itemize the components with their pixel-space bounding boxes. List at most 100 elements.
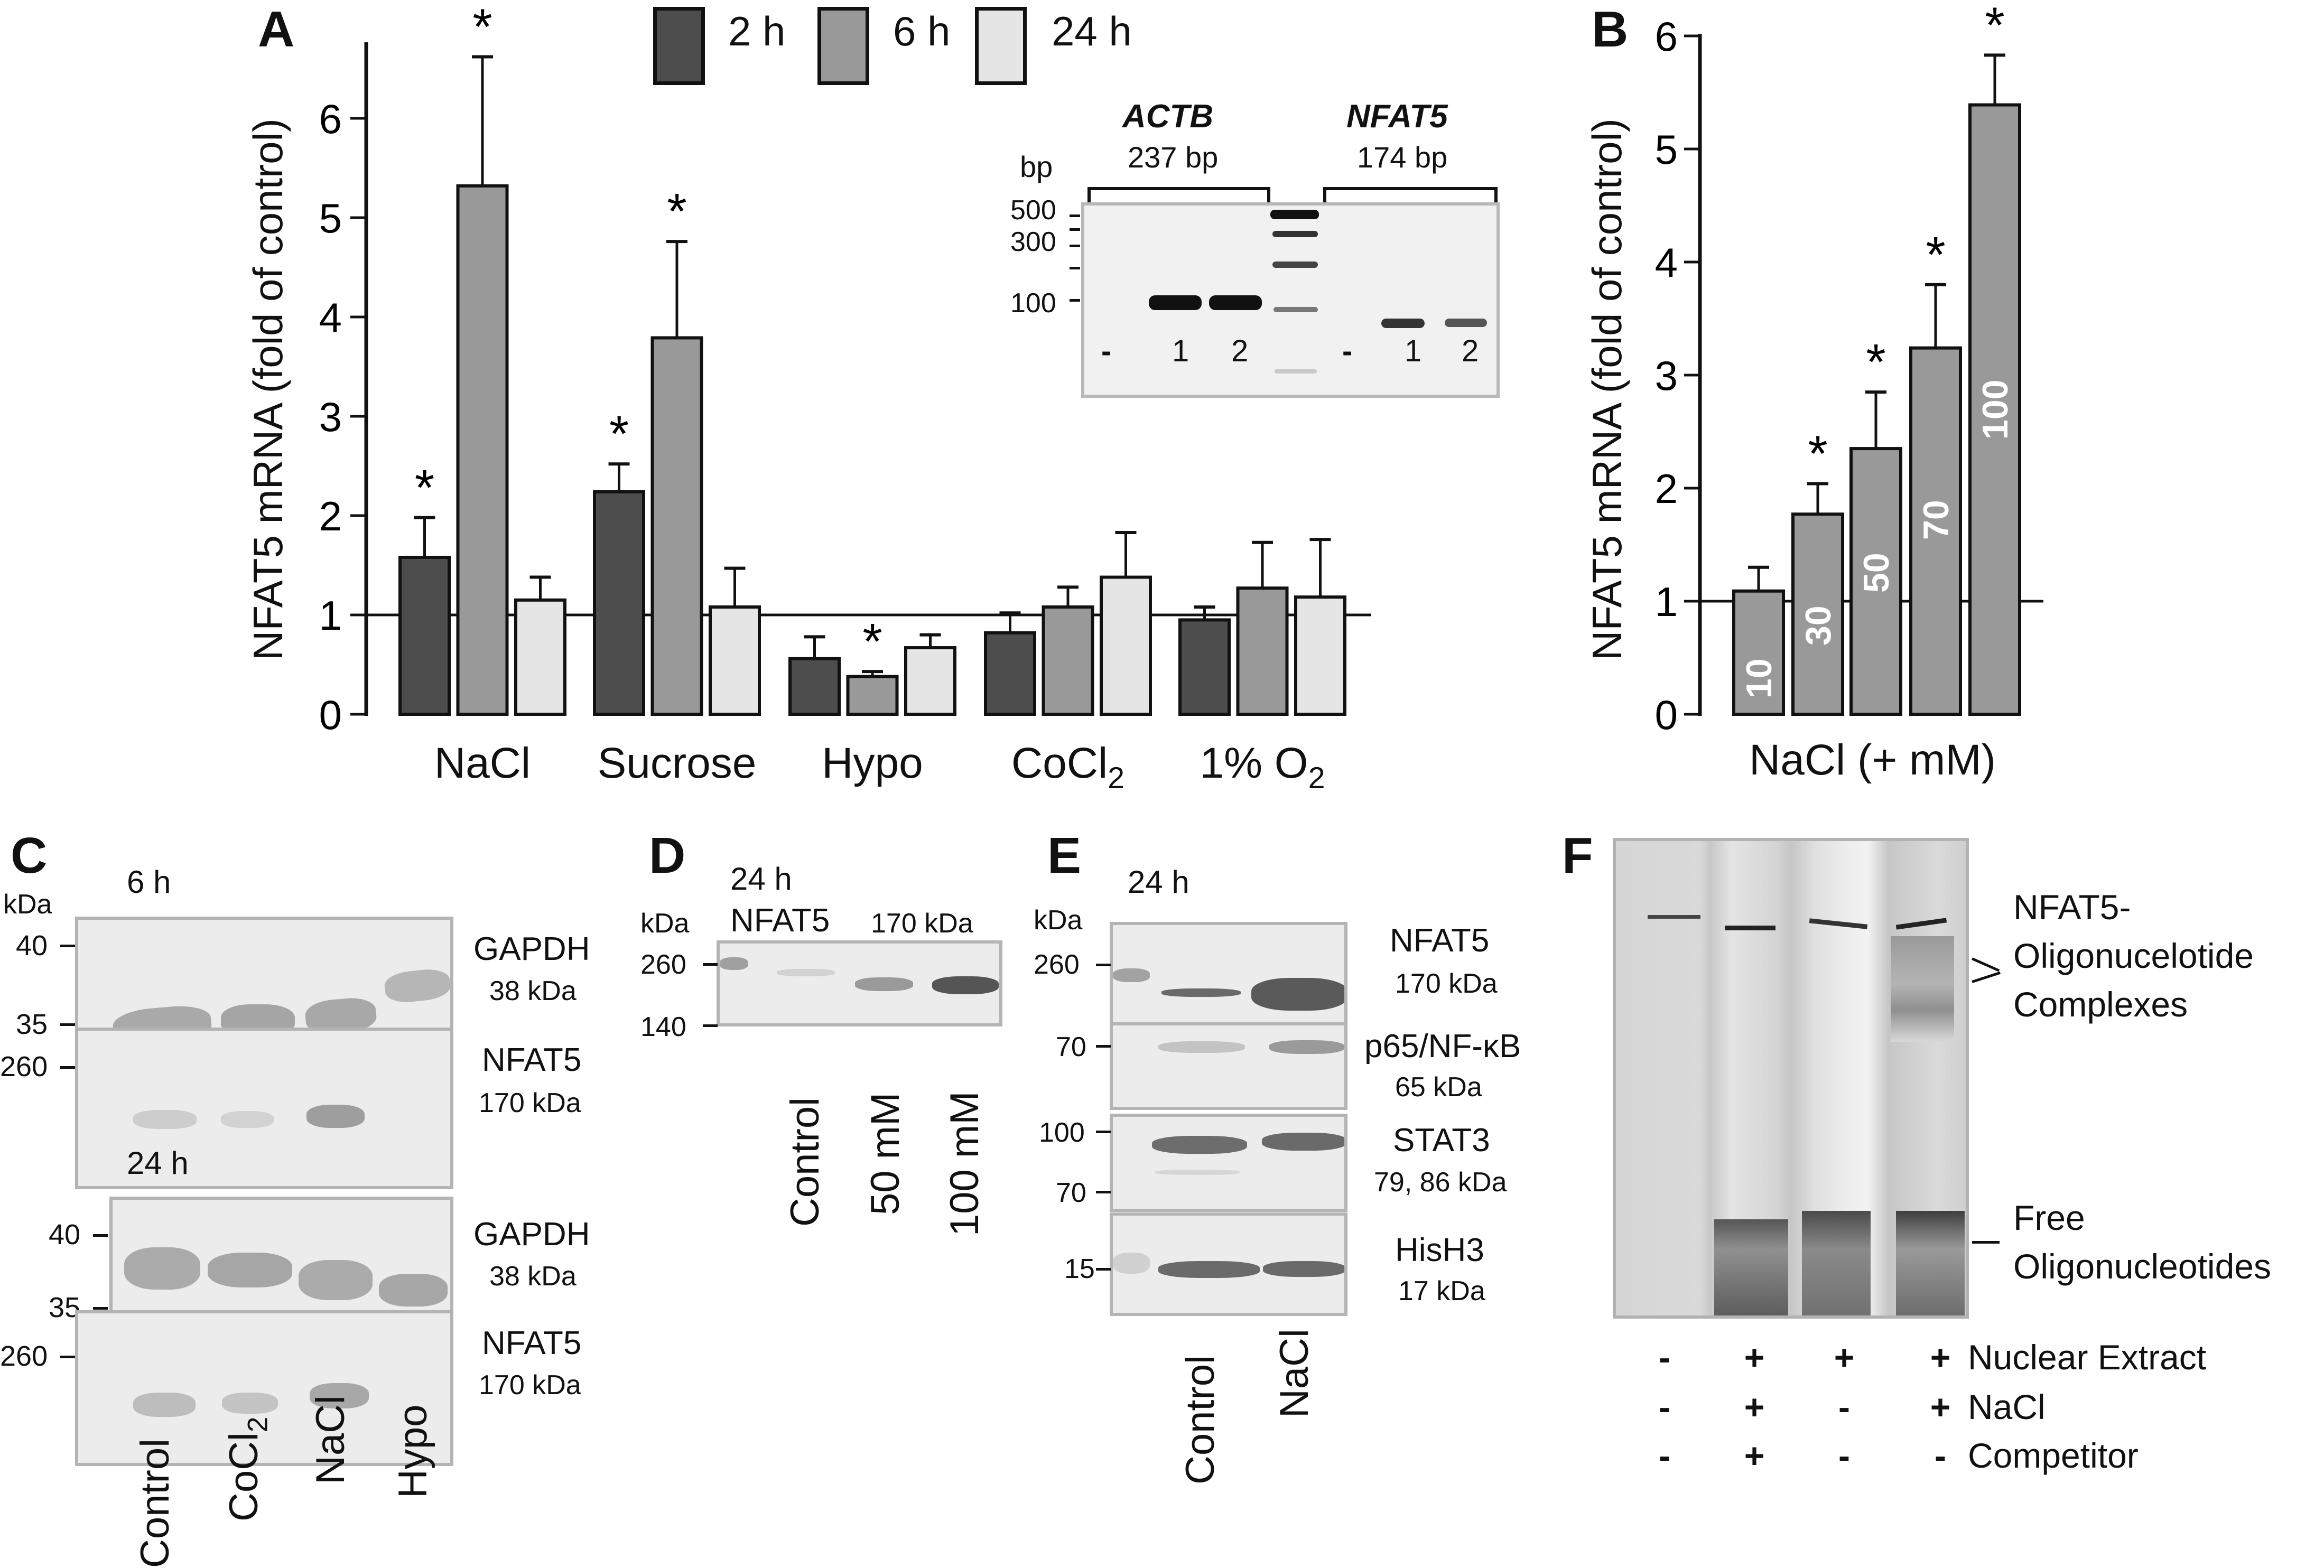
- marker-tick: [1096, 1268, 1111, 1271]
- bar-category-label: 10: [1739, 658, 1779, 698]
- emsa-well-band: [1895, 918, 1947, 930]
- significance-asterisk: *: [1985, 0, 2004, 53]
- complex-label-line1: NFAT5-: [2013, 888, 2131, 927]
- marker-label: 260: [640, 949, 686, 980]
- complex-label-line2: Oligonucelotide: [2013, 936, 2254, 975]
- marker-tick: [93, 1307, 108, 1310]
- blot-protein: STAT3: [1393, 1122, 1490, 1159]
- blot-band: [1161, 988, 1241, 997]
- significance-asterisk: *: [415, 460, 434, 516]
- bar: [788, 657, 841, 716]
- emsa-free-band: [1896, 1211, 1965, 1315]
- condition-sign: -: [1659, 1436, 1670, 1475]
- condition-sign: +: [1744, 1338, 1765, 1377]
- x-category-label: 1% O2: [1178, 742, 1347, 794]
- bar: [1909, 346, 1962, 716]
- marker-tick: [703, 963, 718, 966]
- emsa-well-band: [1809, 918, 1868, 929]
- inset-ladder-300: 300: [1010, 227, 1056, 257]
- panel-d-lane-control: Control: [783, 1097, 828, 1227]
- panel-a-chart: 0 1 2 3 4 5 6 * * * * *: [319, 0, 1371, 738]
- marker-tick: [703, 1024, 718, 1027]
- blot-band: [383, 967, 450, 1005]
- x-category-label: NaCl: [398, 742, 567, 785]
- condition-sign: +: [1930, 1387, 1951, 1426]
- legend-swatch-2h: [653, 7, 705, 85]
- blot-band: [1155, 1170, 1240, 1175]
- marker-label: 40: [49, 1219, 81, 1250]
- marker-label: 260: [1034, 949, 1080, 980]
- bar: [593, 490, 645, 716]
- bar: [514, 598, 566, 716]
- condition-name: NaCl: [1968, 1387, 2046, 1426]
- condition-sign: +: [1834, 1338, 1855, 1377]
- blot-band: [1158, 1041, 1245, 1053]
- bar: [456, 184, 509, 716]
- panel-c-kda: kDa: [3, 889, 52, 920]
- blot-protein: p65/NF-κB: [1364, 1028, 1521, 1065]
- bar: [1732, 589, 1785, 716]
- panel-d-size: 170 kDa: [871, 908, 973, 939]
- complex-bracket-line: [1972, 971, 2001, 983]
- emsa-free-band: [1802, 1211, 1871, 1315]
- panel-e-letter: E: [1047, 827, 1082, 884]
- blot-size: 79, 86 kDa: [1374, 1167, 1507, 1198]
- condition-sign: +: [1744, 1387, 1765, 1426]
- panel-f-letter: F: [1562, 827, 1593, 884]
- inset-gene-nfat5: NFAT5: [1346, 98, 1448, 135]
- inset-lane: 2: [1231, 334, 1249, 368]
- inset-bp-label: bp: [1020, 150, 1053, 183]
- blot-band: [208, 1253, 292, 1287]
- y-tick-label: 1: [319, 592, 342, 639]
- x-label-subscript: 2: [1308, 761, 1325, 796]
- inset-tick: [1070, 245, 1080, 247]
- bar-category-label: 30: [1798, 605, 1838, 646]
- marker-label: 70: [1056, 1032, 1086, 1062]
- y-tick-label: 4: [1655, 239, 1678, 286]
- significance-asterisk: *: [472, 0, 492, 55]
- inset-size-actb: 237 bp: [1128, 141, 1219, 174]
- inset-lane: 1: [1405, 334, 1422, 368]
- bar: [984, 631, 1036, 716]
- marker-tick: [1096, 1045, 1111, 1048]
- panel-e-nfat5-blot: [1110, 922, 1347, 1026]
- blot-size: 65 kDa: [1395, 1072, 1482, 1103]
- panel-e-hish3-blot: [1110, 1212, 1347, 1316]
- panel-a-letter: A: [258, 1, 295, 58]
- ladder-band: [720, 957, 748, 970]
- y-tick-label: 0: [319, 692, 342, 738]
- condition-name: Competitor: [1968, 1436, 2139, 1475]
- panel-d-time: 24 h: [730, 861, 792, 897]
- blot-band: [777, 969, 835, 976]
- panel-e-lane-nacl: NaCl: [1272, 1329, 1317, 1418]
- y-tick-label: 3: [1655, 352, 1678, 399]
- condition-sign: -: [1838, 1387, 1850, 1426]
- inset-lane: -: [1342, 334, 1353, 368]
- blot-band: [306, 1105, 365, 1128]
- legend-label-2h: 2 h: [728, 8, 786, 54]
- blot-band: [855, 977, 913, 991]
- x-label-subscript: 2: [1108, 761, 1125, 796]
- panel-d-protein: NFAT5: [730, 902, 830, 939]
- panel-c-time-6h: 6 h: [127, 864, 171, 900]
- marker-label: 40: [16, 930, 48, 962]
- lane-main: CoCl: [221, 1432, 266, 1522]
- inset-gene-actb: ACTB: [1122, 98, 1214, 135]
- inset-ladder-500: 500: [1010, 195, 1056, 226]
- panel-c-24h-nfat5-blot: [75, 1310, 453, 1466]
- inset-tick: [1070, 267, 1080, 269]
- marker-tick: [1096, 964, 1111, 966]
- legend-swatch-24h: [975, 7, 1027, 85]
- panel-c-lane-control: Control: [133, 1439, 178, 1568]
- x-category-label: CoCl2: [983, 742, 1152, 794]
- marker-tick: [1096, 1191, 1111, 1193]
- panel-b-letter: B: [1592, 1, 1629, 58]
- bar: [904, 646, 956, 716]
- blot-band: [133, 1393, 196, 1417]
- panel-c-6h-nfat5-blot: [75, 1028, 453, 1189]
- panel-d-kda: kDa: [640, 908, 690, 939]
- inset-size-nfat5: 174 bp: [1357, 141, 1448, 174]
- inset-gel-image: [1081, 202, 1500, 398]
- bar: [1042, 605, 1094, 716]
- blot-protein: GAPDH: [473, 1216, 590, 1253]
